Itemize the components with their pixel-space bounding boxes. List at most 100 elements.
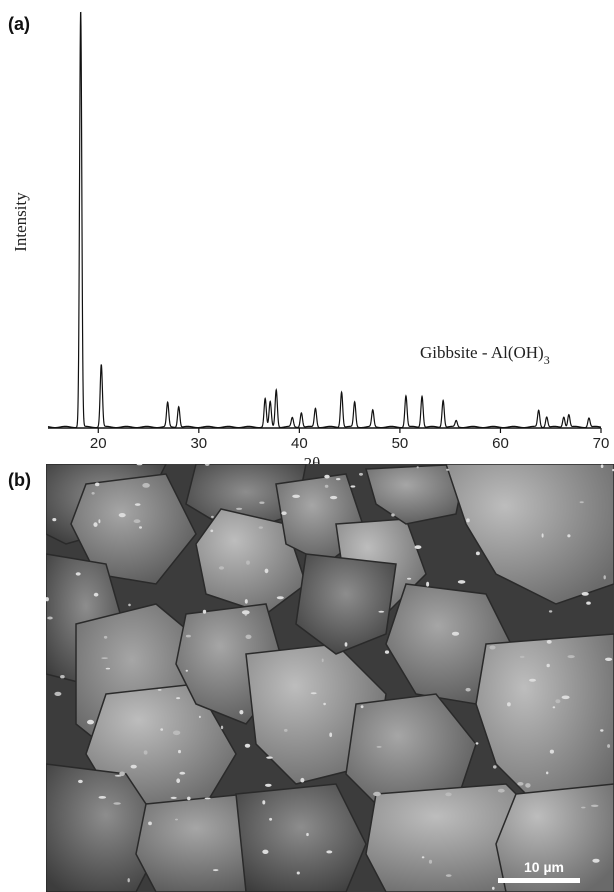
sem-flake — [567, 534, 571, 538]
sem-flake — [300, 777, 305, 783]
sem-flake — [139, 526, 142, 529]
sem-flake — [93, 592, 99, 597]
sem-flake — [179, 771, 186, 775]
x-axis-ticks: 20 30 40 50 60 70 — [90, 428, 609, 452]
sem-flake — [127, 878, 130, 883]
sem-flake — [259, 501, 265, 504]
sem-flake — [445, 792, 452, 797]
sem-flake — [426, 581, 430, 587]
sem-flake — [391, 513, 395, 517]
sem-flake — [284, 728, 288, 732]
sem-flake — [75, 572, 81, 576]
sem-flake — [246, 560, 250, 565]
annotation-main: Gibbsite - Al(OH) — [420, 343, 544, 362]
sem-flake — [525, 783, 531, 788]
sem-flake — [133, 519, 141, 524]
sem-flake — [281, 511, 287, 515]
sem-flake — [220, 725, 224, 730]
sem-flake — [46, 597, 49, 602]
sem-flake — [446, 468, 450, 471]
sem-flake — [336, 478, 341, 481]
sem-flake — [239, 710, 244, 715]
sem-flake — [262, 849, 269, 854]
sem-flake — [101, 657, 108, 659]
sem-flake — [489, 645, 496, 650]
sem-flake — [581, 806, 586, 809]
annotation-subscript: 3 — [544, 353, 550, 367]
sem-flake — [266, 756, 273, 759]
panel-a-label: (a) — [8, 14, 30, 34]
scale-bar-label: 10 µm — [524, 859, 564, 875]
sem-flake — [119, 771, 125, 777]
sem-flake — [258, 526, 263, 529]
sem-flake — [128, 603, 131, 607]
sem-flake — [378, 610, 385, 613]
sem-flake — [359, 472, 363, 476]
sem-flake — [555, 699, 561, 704]
sem-flake — [590, 804, 599, 807]
sem-flake — [130, 764, 137, 769]
sem-flake — [264, 568, 269, 574]
sem-flake — [324, 484, 329, 488]
sem-micrograph: 10 µm — [46, 464, 614, 892]
sem-flake — [241, 610, 250, 615]
sem-flake — [204, 464, 210, 466]
sem-flake — [60, 675, 65, 679]
sem-flake — [87, 719, 94, 725]
sem-flake — [148, 821, 152, 826]
sem-flake — [176, 697, 181, 700]
sem-flake — [414, 545, 422, 549]
sem-flake — [493, 765, 497, 769]
sem-flake — [428, 859, 433, 864]
sem-flake — [176, 778, 181, 783]
x-tick-label: 30 — [190, 435, 207, 452]
sem-flake — [586, 601, 591, 605]
sem-flake — [198, 715, 201, 719]
sem-flake — [373, 791, 381, 797]
sem-particle — [70, 473, 197, 585]
xrd-chart: 20 30 40 50 60 70 Intensity 2θ Gibbsite - Al(… — [11, 11, 609, 470]
sem-flake — [384, 650, 390, 654]
sem-flake — [321, 658, 324, 663]
sem-flake — [324, 474, 330, 479]
sem-flake — [329, 732, 333, 738]
sem-flake — [160, 728, 164, 731]
x-tick-label: 50 — [392, 435, 409, 452]
sem-flake — [136, 464, 143, 466]
sem-flake — [344, 642, 348, 647]
chart-annotation: Gibbsite - Al(OH)3 — [420, 343, 550, 367]
sem-flake — [416, 466, 419, 469]
sem-flake — [376, 746, 382, 748]
sem-flake — [276, 596, 284, 600]
x-tick-label: 60 — [492, 435, 509, 452]
sem-flake — [204, 797, 211, 800]
xrd-pattern-line — [47, 11, 602, 429]
sem-flake — [457, 580, 466, 584]
sem-particle — [445, 464, 614, 605]
sem-flake — [326, 850, 333, 854]
sem-flake — [466, 518, 470, 523]
sem-flake — [245, 634, 252, 639]
sem-flake — [407, 577, 412, 580]
sem-flake — [507, 702, 511, 707]
sem-flake — [475, 742, 479, 745]
sem-flake — [170, 796, 177, 799]
sem-flake — [244, 599, 248, 604]
sem-flake — [118, 513, 126, 518]
sem-flake — [157, 689, 162, 691]
sem-flake — [54, 691, 62, 696]
sem-flake — [600, 729, 604, 732]
sem-flake — [541, 533, 544, 538]
sem-flake — [517, 782, 524, 786]
sem-flake — [98, 796, 107, 799]
sem-flake — [105, 667, 111, 670]
sem-flake — [451, 631, 460, 636]
panel-b-label: (b) — [8, 470, 31, 490]
sem-flake — [492, 886, 495, 890]
sem-flake — [600, 464, 604, 468]
sem-flake — [306, 832, 309, 837]
sem-flake — [567, 655, 575, 659]
sem-flake — [103, 635, 108, 639]
sem-flake — [603, 575, 606, 580]
sem-flake — [47, 616, 53, 620]
